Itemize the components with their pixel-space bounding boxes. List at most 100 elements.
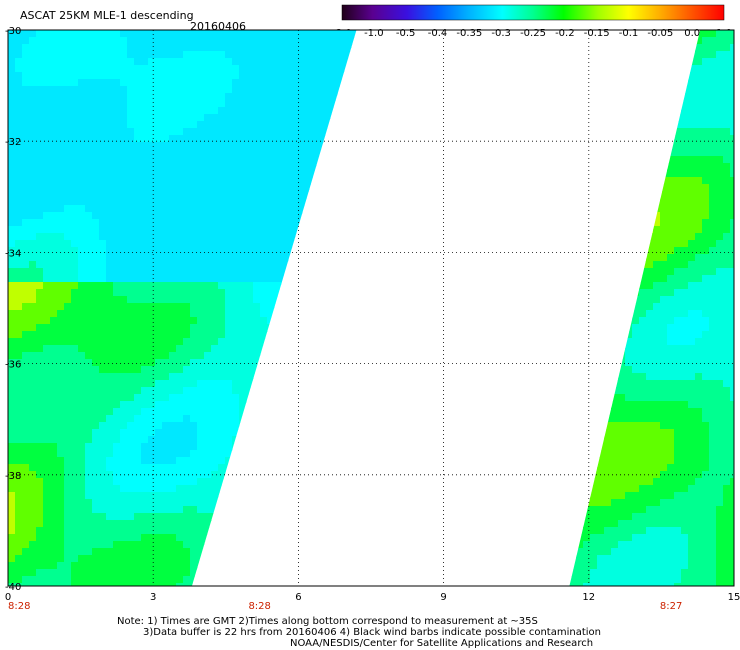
heatmap-cell [702,30,710,38]
heatmap-cell [50,520,58,528]
heatmap-cell [36,569,44,577]
heatmap-cell [611,79,619,87]
heatmap-cell [141,450,149,458]
heatmap-cell [302,429,310,437]
heatmap-cell [204,338,212,346]
heatmap-cell [99,583,107,586]
heatmap-cell [99,107,107,115]
heatmap-cell [197,58,205,66]
heatmap-cell [239,65,247,73]
heatmap-cell [688,100,696,108]
heatmap-cell [134,485,142,493]
heatmap-cell [106,205,114,213]
heatmap-cell [50,422,58,430]
heatmap-cell [127,240,135,248]
heatmap-cell [239,513,247,521]
heatmap-cell [590,282,598,290]
heatmap-cell [239,415,247,423]
heatmap-cell [78,135,86,143]
heatmap-cell [176,450,184,458]
heatmap-cell [260,569,268,577]
heatmap-cell [316,163,324,171]
heatmap-cell [709,72,717,80]
heatmap-cell [78,191,86,199]
heatmap-cell [309,513,317,521]
heatmap-cell [155,226,163,234]
heatmap-cell [681,170,689,178]
heatmap-cell [211,296,219,304]
heatmap-cell [50,226,58,234]
heatmap-cell [50,324,58,332]
heatmap-cell [71,471,79,479]
heatmap-cell [8,247,16,255]
heatmap-cell [218,317,226,325]
heatmap-cell [190,485,198,493]
heatmap-cell [730,72,734,80]
heatmap-cell [155,527,163,535]
heatmap-cell [134,443,142,451]
heatmap-cell [92,205,100,213]
heatmap-cell [22,443,30,451]
heatmap-cell [176,380,184,388]
heatmap-cell [344,576,352,584]
heatmap-cell [218,324,226,332]
heatmap-cell [288,492,296,500]
heatmap-cell [64,30,72,38]
heatmap-cell [71,58,79,66]
heatmap-cell [344,506,352,514]
heatmap-cell [57,478,65,486]
heatmap-cell [71,205,79,213]
heatmap-cell [120,107,128,115]
heatmap-cell [78,44,86,52]
heatmap-cell [625,289,633,297]
heatmap-cell [316,541,324,549]
heatmap-cell [316,58,324,66]
heatmap-cell [225,345,233,353]
heatmap-cell [106,72,114,80]
heatmap-cell [239,191,247,199]
heatmap-cell [246,387,254,395]
heatmap-cell [148,541,156,549]
heatmap-cell [232,471,240,479]
heatmap-cell [281,520,289,528]
heatmap-cell [730,268,734,276]
heatmap-cell [232,401,240,409]
heatmap-cell [225,394,233,402]
heatmap-cell [218,352,226,360]
heatmap-cell [232,541,240,549]
heatmap-cell [232,485,240,493]
heatmap-cell [197,254,205,262]
heatmap-cell [141,296,149,304]
heatmap-cell [99,436,107,444]
heatmap-cell [583,205,591,213]
heatmap-cell [632,79,640,87]
heatmap-cell [92,429,100,437]
heatmap-cell [667,86,675,94]
heatmap-cell [211,548,219,556]
heatmap-cell [337,184,345,192]
heatmap-cell [36,408,44,416]
heatmap-cell [176,170,184,178]
heatmap-cell [611,156,619,164]
heatmap-cell [281,289,289,297]
heatmap-cell [316,485,324,493]
heatmap-cell [281,58,289,66]
heatmap-cell [134,44,142,52]
heatmap-cell [351,569,357,577]
heatmap-cell [323,499,331,507]
heatmap-cell [22,387,30,395]
heatmap-cell [134,107,142,115]
heatmap-cell [99,303,107,311]
heatmap-cell [169,289,177,297]
heatmap-cell [183,380,191,388]
heatmap-cell [127,373,135,381]
heatmap-cell [15,576,23,584]
heatmap-cell [344,198,352,206]
heatmap-cell [29,520,37,528]
heatmap-cell [576,268,584,276]
heatmap-cell [716,226,724,234]
heatmap-cell [632,261,640,269]
heatmap-cell [148,373,156,381]
heatmap-cell [183,79,191,87]
heatmap-cell [597,142,605,150]
